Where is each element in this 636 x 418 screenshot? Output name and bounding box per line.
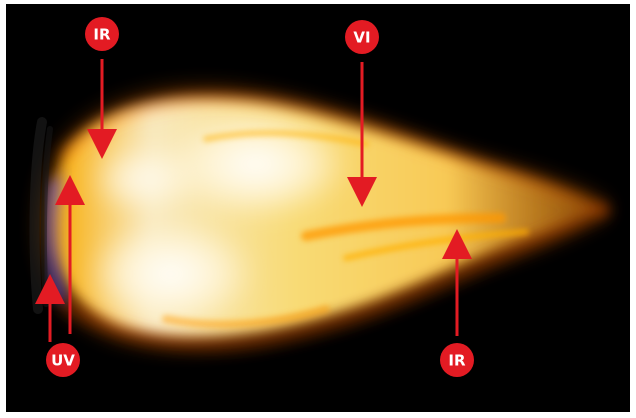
uv-bottom-annotation: UV <box>35 175 85 377</box>
vi-badge <box>345 20 379 54</box>
uv-badge <box>46 343 80 377</box>
vi-top-annotation: VI <box>345 20 379 207</box>
annotation-layer: IR VI UV <box>35 17 474 377</box>
ir-top-badge <box>85 17 119 51</box>
ir-bottom-badge <box>440 343 474 377</box>
flame-illustration: IR VI UV <box>29 17 611 377</box>
flame-streaks <box>162 130 529 329</box>
ir-top-annotation: IR <box>85 17 119 159</box>
ir-bottom-label: IR <box>448 352 466 370</box>
flame-scene: IR VI UV <box>6 4 630 412</box>
ir-top-label: IR <box>93 26 111 44</box>
uv-label: UV <box>51 352 75 370</box>
vi-label: VI <box>353 29 370 47</box>
ir-bottom-annotation: IR <box>440 229 474 377</box>
